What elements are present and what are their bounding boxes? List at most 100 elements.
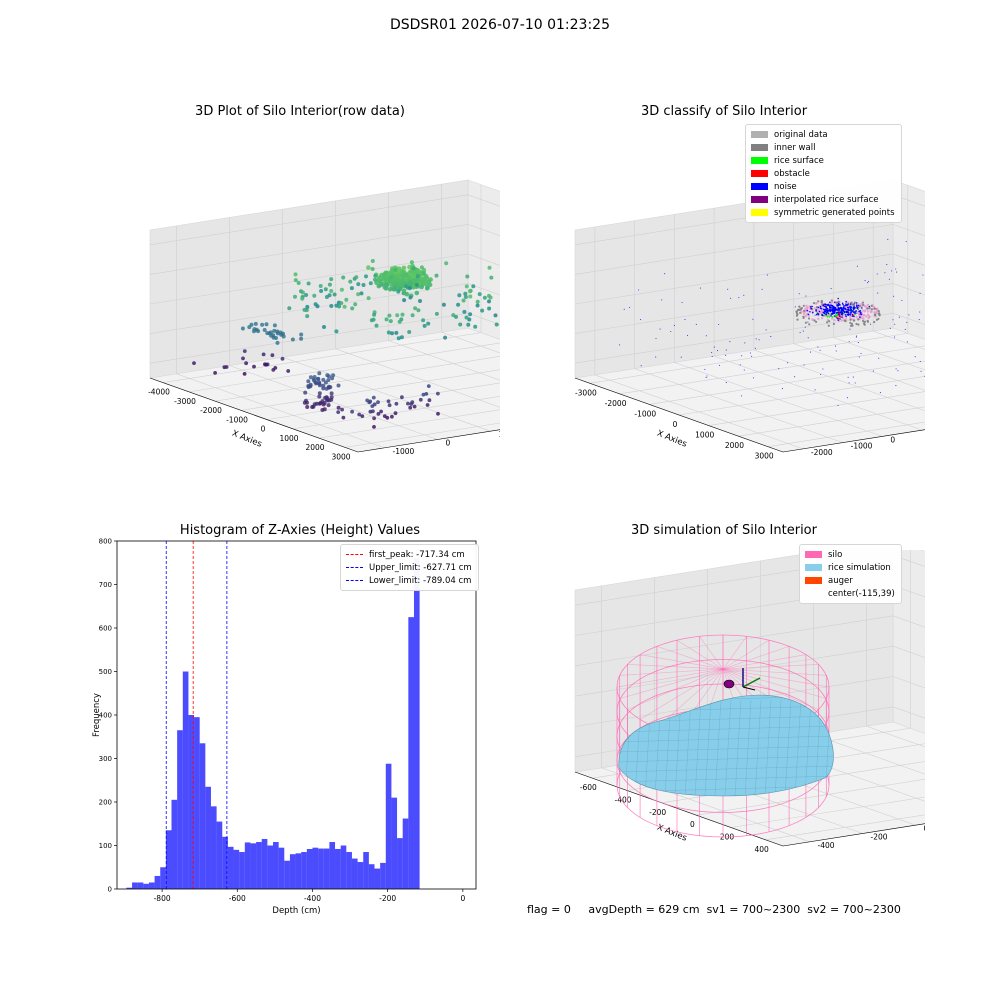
- classify-point-noise: [623, 308, 625, 310]
- raw-ytick-label: 0: [446, 439, 451, 448]
- classify-point-noise: [905, 240, 907, 243]
- raw-point: [372, 312, 377, 317]
- raw-point: [413, 306, 418, 311]
- raw-point: [326, 403, 331, 408]
- classify-point-noise: [828, 310, 831, 312]
- legend-entry: rice surface: [751, 154, 895, 167]
- classify-3d-scatter: -3000-2000-10000100020003000-2000-100001…: [574, 179, 925, 461]
- histogram-bars: [126, 558, 420, 890]
- silo-roof-strut: [656, 668, 724, 728]
- raw-point: [400, 395, 404, 400]
- raw-gridline-y: [335, 200, 500, 408]
- raw-point: [305, 314, 310, 319]
- y-tick-label: 400: [99, 712, 112, 720]
- classify-point-noise: [837, 304, 839, 307]
- classify-point-noise: [803, 364, 805, 366]
- histogram-legend: first_peak: -717.34 cm Upper_limit: -627.…: [340, 544, 479, 591]
- raw-point: [300, 296, 305, 301]
- classify-point-obstacle: [839, 316, 842, 318]
- raw-point: [192, 361, 196, 365]
- classify-point-noise: [824, 310, 826, 313]
- raw-point: [464, 315, 469, 320]
- classify-point-noise: [895, 368, 897, 370]
- raw-point: [308, 375, 313, 380]
- raw-point: [441, 302, 446, 307]
- classify-point-noise: [766, 274, 768, 276]
- classify-point-noise: [815, 309, 817, 311]
- classify-point-noise: [673, 324, 675, 326]
- legend-entry: obstacle: [751, 167, 895, 180]
- classify-point-wall: [870, 304, 873, 307]
- x-tick-label: -200: [379, 894, 396, 903]
- histogram-bar: [205, 786, 211, 889]
- classify-point-noise: [833, 315, 836, 317]
- classify-point-noise: [840, 311, 843, 314]
- y-tick-label: 100: [99, 842, 112, 850]
- classify-point-noise: [730, 297, 732, 299]
- classify-point-wall: [795, 312, 798, 315]
- legend-swatch: [805, 551, 822, 558]
- raw-point: [354, 275, 359, 280]
- classify-point-noise: [867, 282, 869, 284]
- classify-point-noise: [849, 313, 851, 316]
- raw-point: [326, 378, 331, 383]
- silo-roof-strut: [722, 654, 806, 670]
- classify-point-noise: [743, 294, 745, 296]
- classify-point-noise: [826, 310, 829, 313]
- classify-point-noise: [837, 302, 840, 305]
- raw-point: [407, 330, 412, 334]
- rice-mesh-line: [618, 765, 834, 773]
- classify-point-obstacle: [835, 316, 838, 319]
- legend-label: silo: [828, 549, 843, 560]
- raw-point: [404, 284, 409, 289]
- raw-point: [336, 410, 341, 414]
- raw-gridline-x: [318, 409, 500, 439]
- raw-point: [329, 304, 334, 308]
- raw-gridline-z: [149, 224, 500, 275]
- classify-point-wall: [862, 303, 865, 307]
- classify-point-noise: [705, 335, 707, 337]
- classify-point-noise: [879, 392, 881, 394]
- classify-point-noise: [798, 293, 800, 295]
- x-tick-label: -400: [304, 894, 321, 903]
- classify-point-interpolated: [840, 319, 843, 322]
- sim-xtick-label: -600: [580, 783, 597, 792]
- classify-point-wall: [835, 301, 839, 304]
- raw-point: [436, 391, 440, 396]
- legend-label: Lower_limit: -789.04 cm: [369, 575, 472, 586]
- classify-point-interpolated: [863, 309, 867, 312]
- raw-point: [290, 337, 295, 342]
- classify-point-noise: [664, 273, 666, 275]
- classify-point-noise: [839, 318, 841, 320]
- raw-point: [399, 335, 404, 340]
- raw-point: [372, 416, 376, 421]
- cls-gridline-x: [589, 185, 909, 384]
- classify-point-wall: [858, 304, 862, 307]
- classify-point-noise: [855, 312, 858, 314]
- raw-point: [425, 403, 430, 407]
- raw-point: [353, 302, 358, 307]
- raw-gridline-x: [266, 382, 500, 420]
- cls-gridline-y: [594, 226, 803, 450]
- classify-point-wall: [877, 310, 880, 313]
- raw-point: [427, 398, 432, 403]
- histogram-bar: [160, 867, 166, 889]
- histogram-bar: [194, 717, 200, 889]
- classify-point-noise: [619, 344, 621, 346]
- legend-entry: center(-115,39): [805, 587, 895, 600]
- y-tick-label: 0: [108, 886, 112, 894]
- silo-roof-strut: [722, 668, 830, 688]
- classify-point-noise: [891, 270, 893, 272]
- sim-gridline-x: [696, 778, 925, 816]
- legend-line-swatch: [346, 554, 363, 555]
- classify-point-noise: [845, 301, 847, 303]
- raw-point: [286, 369, 291, 373]
- raw-point: [272, 328, 277, 333]
- raw-point: [422, 271, 426, 275]
- classify-point-noise: [834, 345, 837, 347]
- raw-point: [382, 414, 387, 418]
- cls-y-axis: [782, 429, 925, 453]
- silo-roof-strut: [619, 668, 724, 676]
- raw-point: [370, 404, 375, 408]
- silo-roof-strut: [619, 668, 724, 699]
